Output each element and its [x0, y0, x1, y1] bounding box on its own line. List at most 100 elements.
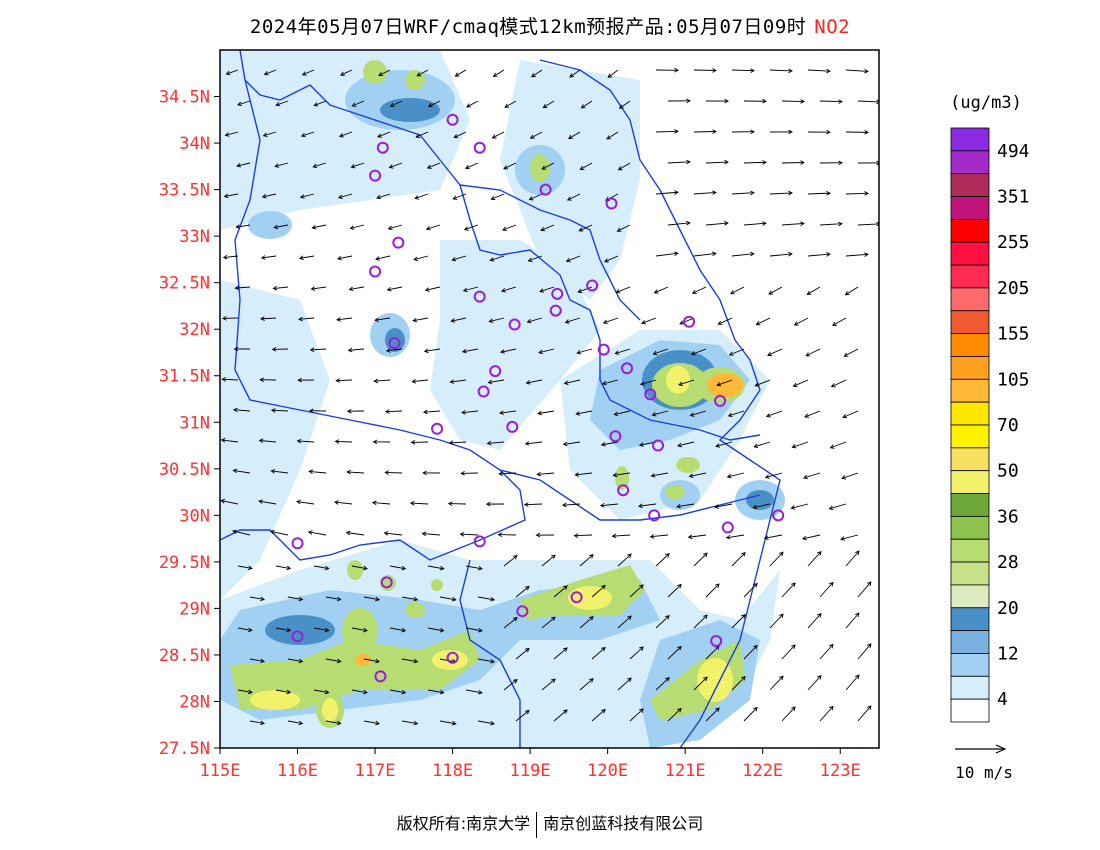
wind-arrow	[258, 500, 277, 505]
legend-swatch	[950, 561, 990, 586]
wind-arrow	[743, 222, 766, 226]
wind-arrow-head	[541, 165, 547, 170]
wind-arrow-head	[375, 596, 381, 602]
title-text: 2024年05月07日WRF/cmaq模式12km预报产品:05月07日09时	[249, 16, 807, 38]
wind-arrow-head	[248, 627, 253, 633]
wind-arrow	[422, 533, 441, 536]
wind-arrow	[650, 534, 669, 538]
wind-arrow-head	[410, 440, 416, 445]
wind-arrow-head	[611, 533, 617, 539]
wind-arrow-head	[426, 164, 432, 169]
wind-arrow-head	[842, 413, 848, 419]
lat-label: 30N	[179, 506, 210, 526]
wind-arrow	[427, 162, 441, 169]
wind-arrow-head	[753, 706, 758, 712]
shade-region	[615, 466, 629, 490]
wind-arrow-head	[498, 471, 503, 477]
wind-arrow-head	[565, 257, 571, 263]
wind-arrow-head	[449, 379, 455, 384]
wind-arrow-head	[223, 193, 229, 199]
wind-arrow-head	[409, 500, 415, 506]
wind-arrow-head	[452, 195, 458, 200]
wind-arrow	[298, 317, 315, 320]
wind-arrow-head	[262, 132, 268, 137]
wind-arrow-head	[324, 565, 330, 571]
wind-arrow	[667, 708, 682, 722]
wind-arrow-head	[551, 616, 556, 622]
wind-arrow-head	[524, 709, 530, 715]
wind-arrow-head	[686, 220, 691, 226]
legend-label: 50	[997, 461, 1019, 482]
wind-arrow-head	[844, 291, 850, 296]
shade-region	[405, 602, 425, 618]
city-marker	[539, 183, 552, 196]
wind-arrow-head	[791, 644, 796, 649]
wind-arrow	[781, 706, 796, 722]
wind-arrow-head	[638, 503, 643, 509]
wind-arrow	[794, 317, 809, 326]
wind-arrow-head	[497, 532, 503, 537]
wind-arrow	[363, 658, 380, 663]
legend-label: 28	[997, 552, 1019, 573]
wind-arrow-head	[753, 582, 758, 588]
wind-arrow-head	[336, 255, 342, 261]
wind-arrow	[461, 410, 479, 414]
wind-arrow-head	[236, 163, 242, 168]
wind-arrow-head	[524, 647, 530, 653]
wind-arrow-head	[716, 382, 722, 387]
wind-arrow	[489, 317, 505, 323]
wind-arrow-head	[376, 194, 381, 200]
wind-arrow-head	[451, 256, 457, 262]
shade-region	[220, 280, 330, 600]
wind-arrow	[819, 100, 843, 103]
shade-region	[746, 490, 774, 510]
city-marker	[710, 634, 723, 647]
wind-arrow	[349, 286, 365, 290]
wind-arrow-head	[741, 676, 746, 681]
wind-arrow-head	[750, 251, 755, 257]
legend-label: 4	[997, 689, 1008, 710]
lon-label: 123E	[820, 761, 861, 781]
wind-arrow	[352, 100, 365, 107]
wind-arrow-head	[384, 470, 389, 475]
wind-arrow	[249, 720, 265, 724]
wind-arrow	[271, 409, 289, 412]
wind-arrow	[237, 689, 253, 693]
wind-arrow	[427, 627, 444, 632]
wind-arrow-head	[800, 160, 805, 165]
wind-arrow	[857, 100, 879, 103]
city-marker	[609, 430, 622, 443]
wind-arrow-head	[375, 256, 380, 261]
wind-arrow	[491, 193, 505, 200]
legend-label: 155	[997, 324, 1030, 345]
wind-arrow-head	[791, 444, 797, 449]
wind-arrow-head	[838, 221, 843, 227]
legend-swatch	[950, 630, 990, 654]
wind-arrow-head	[568, 134, 573, 140]
wind-arrow	[501, 286, 517, 292]
legend-swatch	[950, 127, 990, 152]
wind-arrow	[764, 534, 783, 539]
wind-arrow	[756, 317, 771, 325]
wind-arrow-head	[562, 441, 568, 447]
city-marker	[721, 521, 734, 534]
wind-arrow-head	[866, 643, 872, 648]
wind-arrow	[439, 596, 456, 601]
legend-swatch	[950, 218, 990, 243]
wind-arrow-head	[336, 720, 342, 726]
wind-arrow-head	[220, 438, 226, 443]
wind-arrow	[348, 348, 365, 351]
shade-region	[355, 654, 371, 666]
wind-arrow-head	[374, 317, 380, 323]
wind-arrow-head	[463, 226, 469, 231]
wind-arrow-head	[566, 196, 572, 201]
wind-arrow	[807, 253, 830, 257]
wind-arrow	[503, 162, 517, 170]
coastline	[539, 59, 781, 748]
wind-arrow	[729, 348, 745, 356]
wind-arrow-head	[754, 382, 760, 387]
wind-arrow	[233, 469, 251, 474]
wind-arrow-head	[375, 720, 381, 726]
wind-arrow-head	[551, 554, 556, 560]
wind-arrow	[718, 317, 733, 325]
